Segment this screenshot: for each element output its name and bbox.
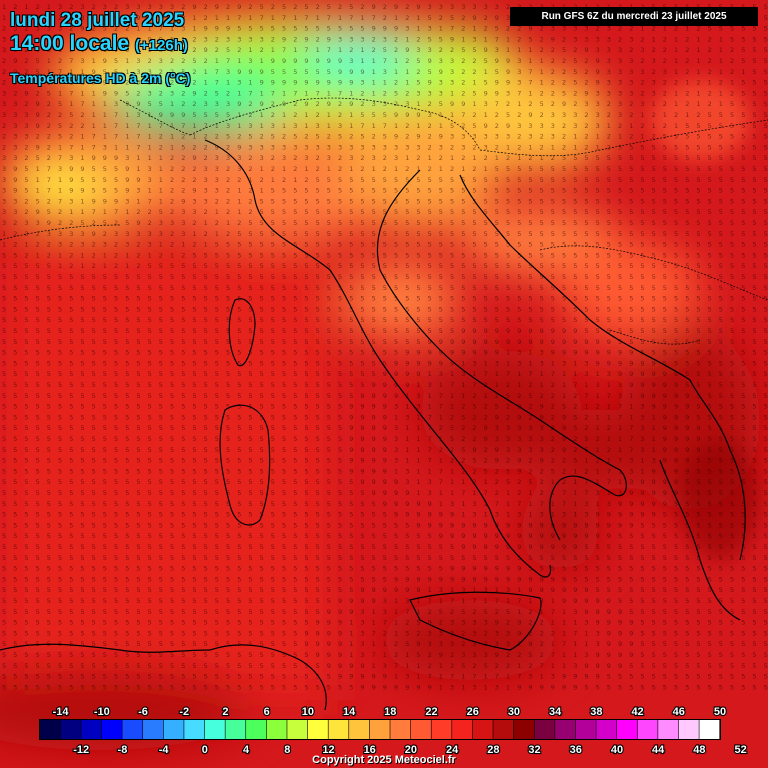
legend-label: 52	[734, 744, 746, 756]
legend-label: 30	[508, 706, 520, 718]
legend-label: 10	[302, 706, 314, 718]
legend-swatch	[246, 720, 267, 739]
legend-swatch	[410, 720, 431, 739]
legend-label: 18	[384, 706, 396, 718]
legend-label: -4	[159, 744, 170, 756]
legend-label: -8	[118, 744, 128, 756]
legend-swatch	[101, 720, 122, 739]
legend-label: 20	[405, 744, 417, 756]
legend-swatch	[452, 720, 473, 739]
legend-label: 28	[487, 744, 499, 756]
legend-label: 44	[652, 744, 665, 756]
run-info-badge: Run GFS 6Z du mercredi 23 juillet 2025	[510, 7, 758, 26]
legend-swatch	[534, 720, 555, 739]
legend-swatch	[81, 720, 102, 739]
legend-swatch	[472, 720, 493, 739]
legend-swatch	[40, 720, 61, 739]
legend-swatch	[699, 720, 720, 739]
legend-label: 0	[202, 744, 208, 756]
legend-label: -14	[53, 706, 70, 718]
legend-label: 8	[284, 744, 290, 756]
legend-swatch	[596, 720, 617, 739]
legend-swatch	[307, 720, 328, 739]
legend-swatch	[225, 720, 246, 739]
forecast-time-label: 14:00 locale	[10, 32, 130, 55]
legend-swatch	[287, 720, 308, 739]
legend-swatch	[184, 720, 205, 739]
legend-swatch	[678, 720, 699, 739]
legend-swatch	[163, 720, 184, 739]
legend-label: 42	[631, 706, 643, 718]
legend-swatch	[60, 720, 81, 739]
legend-label: 50	[714, 706, 726, 718]
legend-swatch	[555, 720, 576, 739]
legend-label: 2	[222, 706, 228, 718]
legend-swatch	[616, 720, 637, 739]
legend-label: 36	[570, 744, 582, 756]
legend-swatch	[349, 720, 370, 739]
legend-label: 16	[364, 744, 376, 756]
legend-label: 46	[673, 706, 685, 718]
copyright: Copyright 2025 Meteociel.fr	[312, 754, 456, 766]
legend-label: 24	[446, 744, 459, 756]
forecast-time: 14:00 locale (+126h)	[10, 32, 188, 56]
legend-swatch	[637, 720, 658, 739]
legend-label: 48	[693, 744, 705, 756]
legend-swatch	[266, 720, 287, 739]
legend-swatch	[431, 720, 452, 739]
color-scale-legend: -14 -10 -6 -2 2 6 10 14 18 22 26 30 34 38 42 46 50-12 -8-…	[39, 705, 748, 757]
product-title: Températures HD à 2m (°C)	[10, 70, 191, 86]
legend-swatch	[513, 720, 534, 739]
legend-label: 6	[264, 706, 270, 718]
forecast-date: lundi 28 juillet 2025	[10, 10, 185, 31]
legend-swatch	[575, 720, 596, 739]
legend-label: -12	[73, 744, 89, 756]
legend-label: 22	[425, 706, 437, 718]
legend-swatch	[204, 720, 225, 739]
forecast-lead-time: (+126h)	[134, 37, 188, 54]
legend-label: -2	[179, 706, 189, 718]
legend-swatch	[122, 720, 143, 739]
legend-label: 14	[343, 706, 356, 718]
legend-label: 38	[590, 706, 602, 718]
legend-label: 32	[528, 744, 540, 756]
legend-swatch	[143, 720, 164, 739]
legend-swatch	[369, 720, 390, 739]
legend-swatch	[328, 720, 349, 739]
legend-swatch	[493, 720, 514, 739]
coastlines	[0, 139, 746, 711]
legend-label: 4	[243, 744, 250, 756]
legend-label: -6	[138, 706, 148, 718]
legend-label: 34	[549, 706, 562, 718]
legend-label: 12	[322, 744, 334, 756]
legend-label: 40	[611, 744, 623, 756]
temperature-field	[0, 15, 760, 750]
legend-swatch	[658, 720, 679, 739]
country-borders	[0, 97, 768, 345]
legend-label: -10	[94, 706, 110, 718]
legend-swatch	[390, 720, 411, 739]
legend-label: 26	[467, 706, 479, 718]
